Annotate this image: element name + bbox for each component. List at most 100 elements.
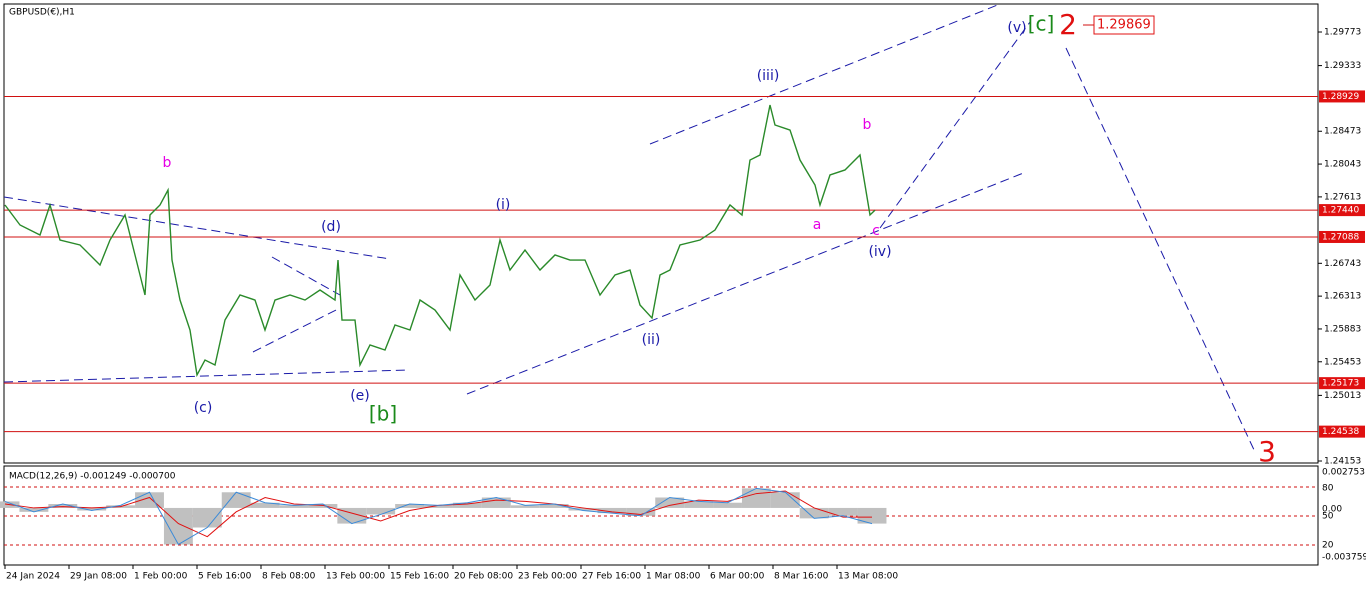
y-tick-label: 1.28043 <box>1324 160 1361 170</box>
wave-label: b <box>163 155 172 171</box>
wave-label: [b] <box>369 402 397 426</box>
y-tick-label: 1.27613 <box>1324 192 1361 202</box>
macd-bar <box>77 507 107 511</box>
level-label: 1.25173 <box>1322 379 1359 389</box>
macd-bar <box>655 497 685 508</box>
level-label: 1.28929 <box>1322 92 1359 102</box>
macd-bar <box>452 502 482 508</box>
x-tick-label: 29 Jan 08:00 <box>70 572 127 582</box>
y-tick-label: 1.29773 <box>1324 28 1361 38</box>
trendlines <box>3 3 1256 453</box>
macd-bar <box>481 497 511 508</box>
wave-label: (d) <box>321 219 341 235</box>
macd-bar <box>250 502 280 508</box>
y-tick-label: 1.29333 <box>1324 61 1361 71</box>
macd-axis-label: 80 <box>1322 484 1334 494</box>
wave-label: (v) <box>1007 20 1026 36</box>
macd-bar <box>857 507 887 524</box>
trendline <box>1065 47 1256 453</box>
macd-bar <box>221 492 251 508</box>
x-tick-label: 24 Jan 2024 <box>6 572 60 582</box>
x-tick-label: 6 Mar 00:00 <box>710 572 765 582</box>
macd-axis-label: 0.002753 <box>1322 468 1365 478</box>
wave-label: (iv) <box>868 244 891 260</box>
y-tick-label: 1.25883 <box>1324 324 1361 334</box>
macd-bar <box>741 488 771 508</box>
wave-label: (ii) <box>642 332 661 348</box>
y-tick-label: 1.25453 <box>1324 357 1361 367</box>
x-tick-label: 1 Mar 08:00 <box>646 572 701 582</box>
level-label-bg <box>1319 425 1365 438</box>
macd-bar <box>395 504 425 508</box>
macd-axis-label: 50 <box>1322 512 1334 522</box>
x-tick-label: 5 Feb 16:00 <box>198 572 252 582</box>
trendline <box>466 171 1027 395</box>
macd-bar <box>799 507 829 519</box>
price-frame <box>3 3 1319 464</box>
x-tick-label: 27 Feb 16:00 <box>582 572 641 582</box>
target-label: 1.29869 <box>1097 18 1151 33</box>
x-tick-label: 1 Feb 00:00 <box>134 572 188 582</box>
chart-header: GBPUSD(€),H1 <box>9 8 75 18</box>
level-label-bg <box>1319 377 1365 390</box>
macd-bar <box>308 504 338 508</box>
trendline <box>3 369 409 383</box>
level-label: 1.27088 <box>1322 232 1359 242</box>
x-tick-label: 20 Feb 08:00 <box>454 572 513 582</box>
macd-bar <box>770 492 800 508</box>
level-label: 1.24538 <box>1322 427 1359 437</box>
y-tick-label: 1.25013 <box>1324 391 1361 401</box>
macd-bar <box>828 507 858 516</box>
wave-label: 3 <box>1258 435 1276 468</box>
macd-bar <box>626 507 656 516</box>
x-tick-label: 23 Feb 00:00 <box>518 572 577 582</box>
level-label-bg <box>1319 230 1365 243</box>
macd-bar <box>279 505 309 508</box>
x-tick-label: 15 Feb 16:00 <box>390 572 449 582</box>
level-label-bg <box>1319 90 1365 103</box>
y-tick-label: 1.24153 <box>1324 457 1361 467</box>
macd-line <box>4 487 873 546</box>
macd-bar <box>597 507 627 514</box>
macd-bar <box>568 507 598 511</box>
wave-label: a <box>813 217 822 233</box>
macd-axis-label: 20 <box>1322 541 1334 551</box>
macd-bar <box>510 505 540 508</box>
trendline <box>271 256 341 296</box>
trendline <box>879 21 1031 229</box>
wave-label: 2 <box>1059 8 1077 41</box>
wave-label: (iii) <box>757 68 780 84</box>
wave-label: b <box>863 117 872 133</box>
macd-title: MACD(12,26,9) -0.001249 -0.000700 <box>9 472 176 482</box>
macd-bar <box>366 507 396 515</box>
macd-bar <box>539 504 569 508</box>
wave-label: (e) <box>350 388 370 404</box>
y-tick-label: 1.26743 <box>1324 259 1361 269</box>
macd-bar <box>19 507 49 512</box>
macd-axis-label: -0.003759 <box>1322 553 1366 563</box>
trendline <box>3 196 391 260</box>
wave-label: c <box>872 223 880 239</box>
macd-axis-label: 0.00 <box>1322 505 1342 515</box>
y-tick-label: 1.26313 <box>1324 292 1361 302</box>
y-tick-label: 1.28473 <box>1324 127 1361 137</box>
macd-bar <box>337 507 367 524</box>
macd-bar <box>713 502 742 508</box>
wave-label: (c) <box>194 400 213 416</box>
macd-bar <box>424 505 453 508</box>
macd-bar <box>48 504 78 508</box>
level-label: 1.27440 <box>1322 206 1359 216</box>
x-tick-label: 13 Mar 08:00 <box>838 572 898 582</box>
macd-bar <box>684 501 714 508</box>
macd-bar <box>192 507 222 528</box>
x-tick-label: 13 Feb 00:00 <box>326 572 385 582</box>
level-label-bg <box>1319 204 1365 217</box>
trendline <box>649 3 1001 145</box>
macd-bar <box>135 492 164 508</box>
x-tick-label: 8 Feb 08:00 <box>262 572 316 582</box>
wave-label: (i) <box>496 197 511 213</box>
target-box <box>1093 15 1155 35</box>
price-line <box>4 104 876 378</box>
